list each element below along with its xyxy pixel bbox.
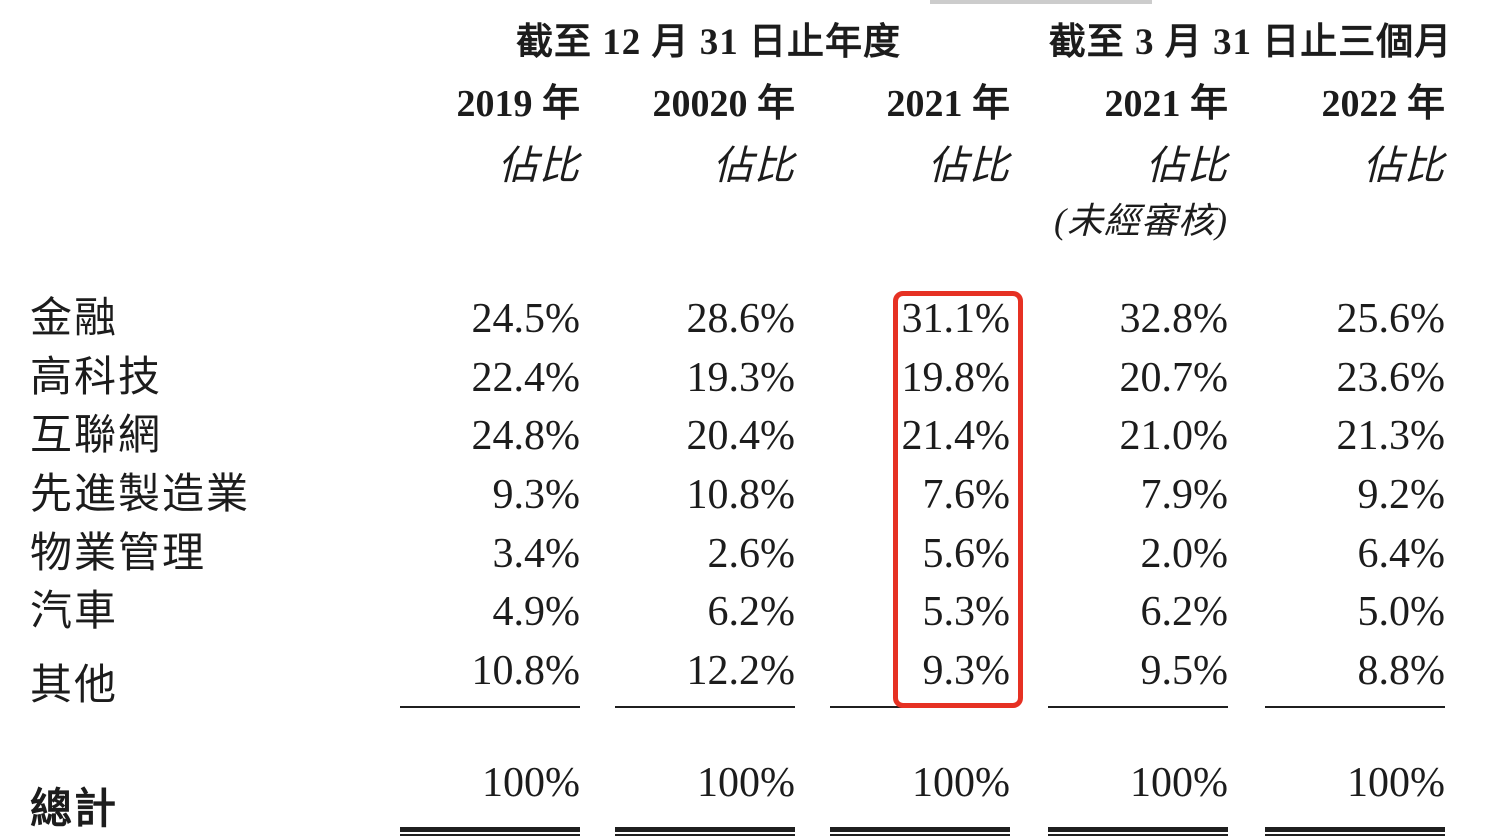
year-header-row: 2019 年 20020 年 2021 年 2021 年 2022 年 [0,84,1445,124]
unaudited-note: (未經審核) [1054,201,1228,241]
value-cell: 19.8% [901,355,1011,401]
value-cell: 22.4% [471,355,581,401]
value-cell: 5.3% [922,589,1011,635]
row-label: 互聯網 [30,413,163,459]
zhanbi-label-2: 佔比 [713,143,795,188]
total-value: 100% [400,761,580,836]
value-cell: 7.9% [1140,472,1229,518]
value-cell: 24.5% [471,296,581,342]
total-label: 總計 [30,787,119,833]
value-cell: 21.0% [1119,413,1229,459]
value-cell: 6.2% [1140,589,1229,635]
value-cell: 5.6% [922,531,1011,577]
highlight-box [893,291,1023,708]
subheader-row: 佔比 佔比 佔比 佔比 佔比 [0,143,1445,189]
value-cell-underlined: 8.8% [1265,649,1445,708]
table-row-automobile: 汽車 4.9% 6.2% 5.3% 6.2% 5.0% [0,590,1445,634]
row-label: 先進製造業 [30,472,251,518]
value-cell: 9.2% [1357,472,1446,518]
value-cell: 2.6% [707,531,796,577]
total-value: 100% [1048,761,1228,836]
note-row: (未經審核) [0,199,1445,243]
period1-header: 截至 12 月 31 日止年度 [516,22,901,63]
value-cell: 21.3% [1336,413,1446,459]
value-cell: 2.0% [1140,531,1229,577]
table-row-property-management: 物業管理 3.4% 2.6% 5.6% 2.0% 6.4% [0,532,1445,576]
value-cell: 6.2% [707,589,796,635]
row-label: 高科技 [30,355,163,401]
value-cell: 20.7% [1119,355,1229,401]
table-row-advanced-manufacturing: 先進製造業 9.3% 10.8% 7.6% 7.9% 9.2% [0,473,1445,517]
year-header-2022-q1: 2022 年 [1321,83,1445,125]
value-cell: 5.0% [1357,589,1446,635]
table-row-total: 總計 100% 100% 100% 100% 100% [0,761,1445,836]
total-value: 100% [830,761,1010,836]
zhanbi-label-3: 佔比 [928,143,1010,188]
year-header-2021: 2021 年 [886,83,1010,125]
zhanbi-label-5: 佔比 [1363,143,1445,188]
value-cell: 19.3% [686,355,796,401]
value-cell-underlined: 10.8% [400,649,580,708]
value-cell: 20.4% [686,413,796,459]
table-row-internet: 互聯網 24.8% 20.4% 21.4% 21.0% 21.3% [0,414,1445,458]
table-row-hightech: 高科技 22.4% 19.3% 19.8% 20.7% 23.6% [0,356,1445,400]
value-cell: 4.9% [492,589,581,635]
scrollbar-artifact [930,0,1152,4]
row-label: 其他 [30,663,119,709]
zhanbi-label-4: 佔比 [1146,143,1228,188]
value-cell-underlined: 9.5% [1048,649,1228,708]
value-cell: 31.1% [901,296,1011,342]
value-cell: 21.4% [901,413,1011,459]
year-header-2020: 20020 年 [652,83,795,125]
row-label: 金融 [30,296,119,342]
value-cell: 23.6% [1336,355,1446,401]
row-label: 汽車 [30,589,119,635]
total-value: 100% [1265,761,1445,836]
value-cell: 25.6% [1336,296,1446,342]
value-cell: 3.4% [492,531,581,577]
year-header-2021-q1: 2021 年 [1104,83,1228,125]
value-cell: 10.8% [686,472,796,518]
value-cell: 32.8% [1119,296,1229,342]
value-cell: 28.6% [686,296,796,342]
year-header-2019: 2019 年 [456,83,580,125]
zhanbi-label-1: 佔比 [498,143,580,188]
table-row-finance: 金融 24.5% 28.6% 31.1% 32.8% 25.6% [0,297,1445,341]
value-cell: 6.4% [1357,531,1446,577]
value-cell-underlined: 12.2% [615,649,795,708]
table-row-others: 其他 10.8% 12.2% 9.3% 9.5% 8.8% [0,649,1445,708]
value-cell: 7.6% [922,472,1011,518]
group-header-row: 截至 12 月 31 日止年度 截至 3 月 31 日止三個月 [0,22,1451,64]
total-value: 100% [615,761,795,836]
value-cell: 24.8% [471,413,581,459]
row-label: 物業管理 [30,531,207,577]
period2-header: 截至 3 月 31 日止三個月 [1048,22,1453,63]
value-cell: 9.3% [492,472,581,518]
